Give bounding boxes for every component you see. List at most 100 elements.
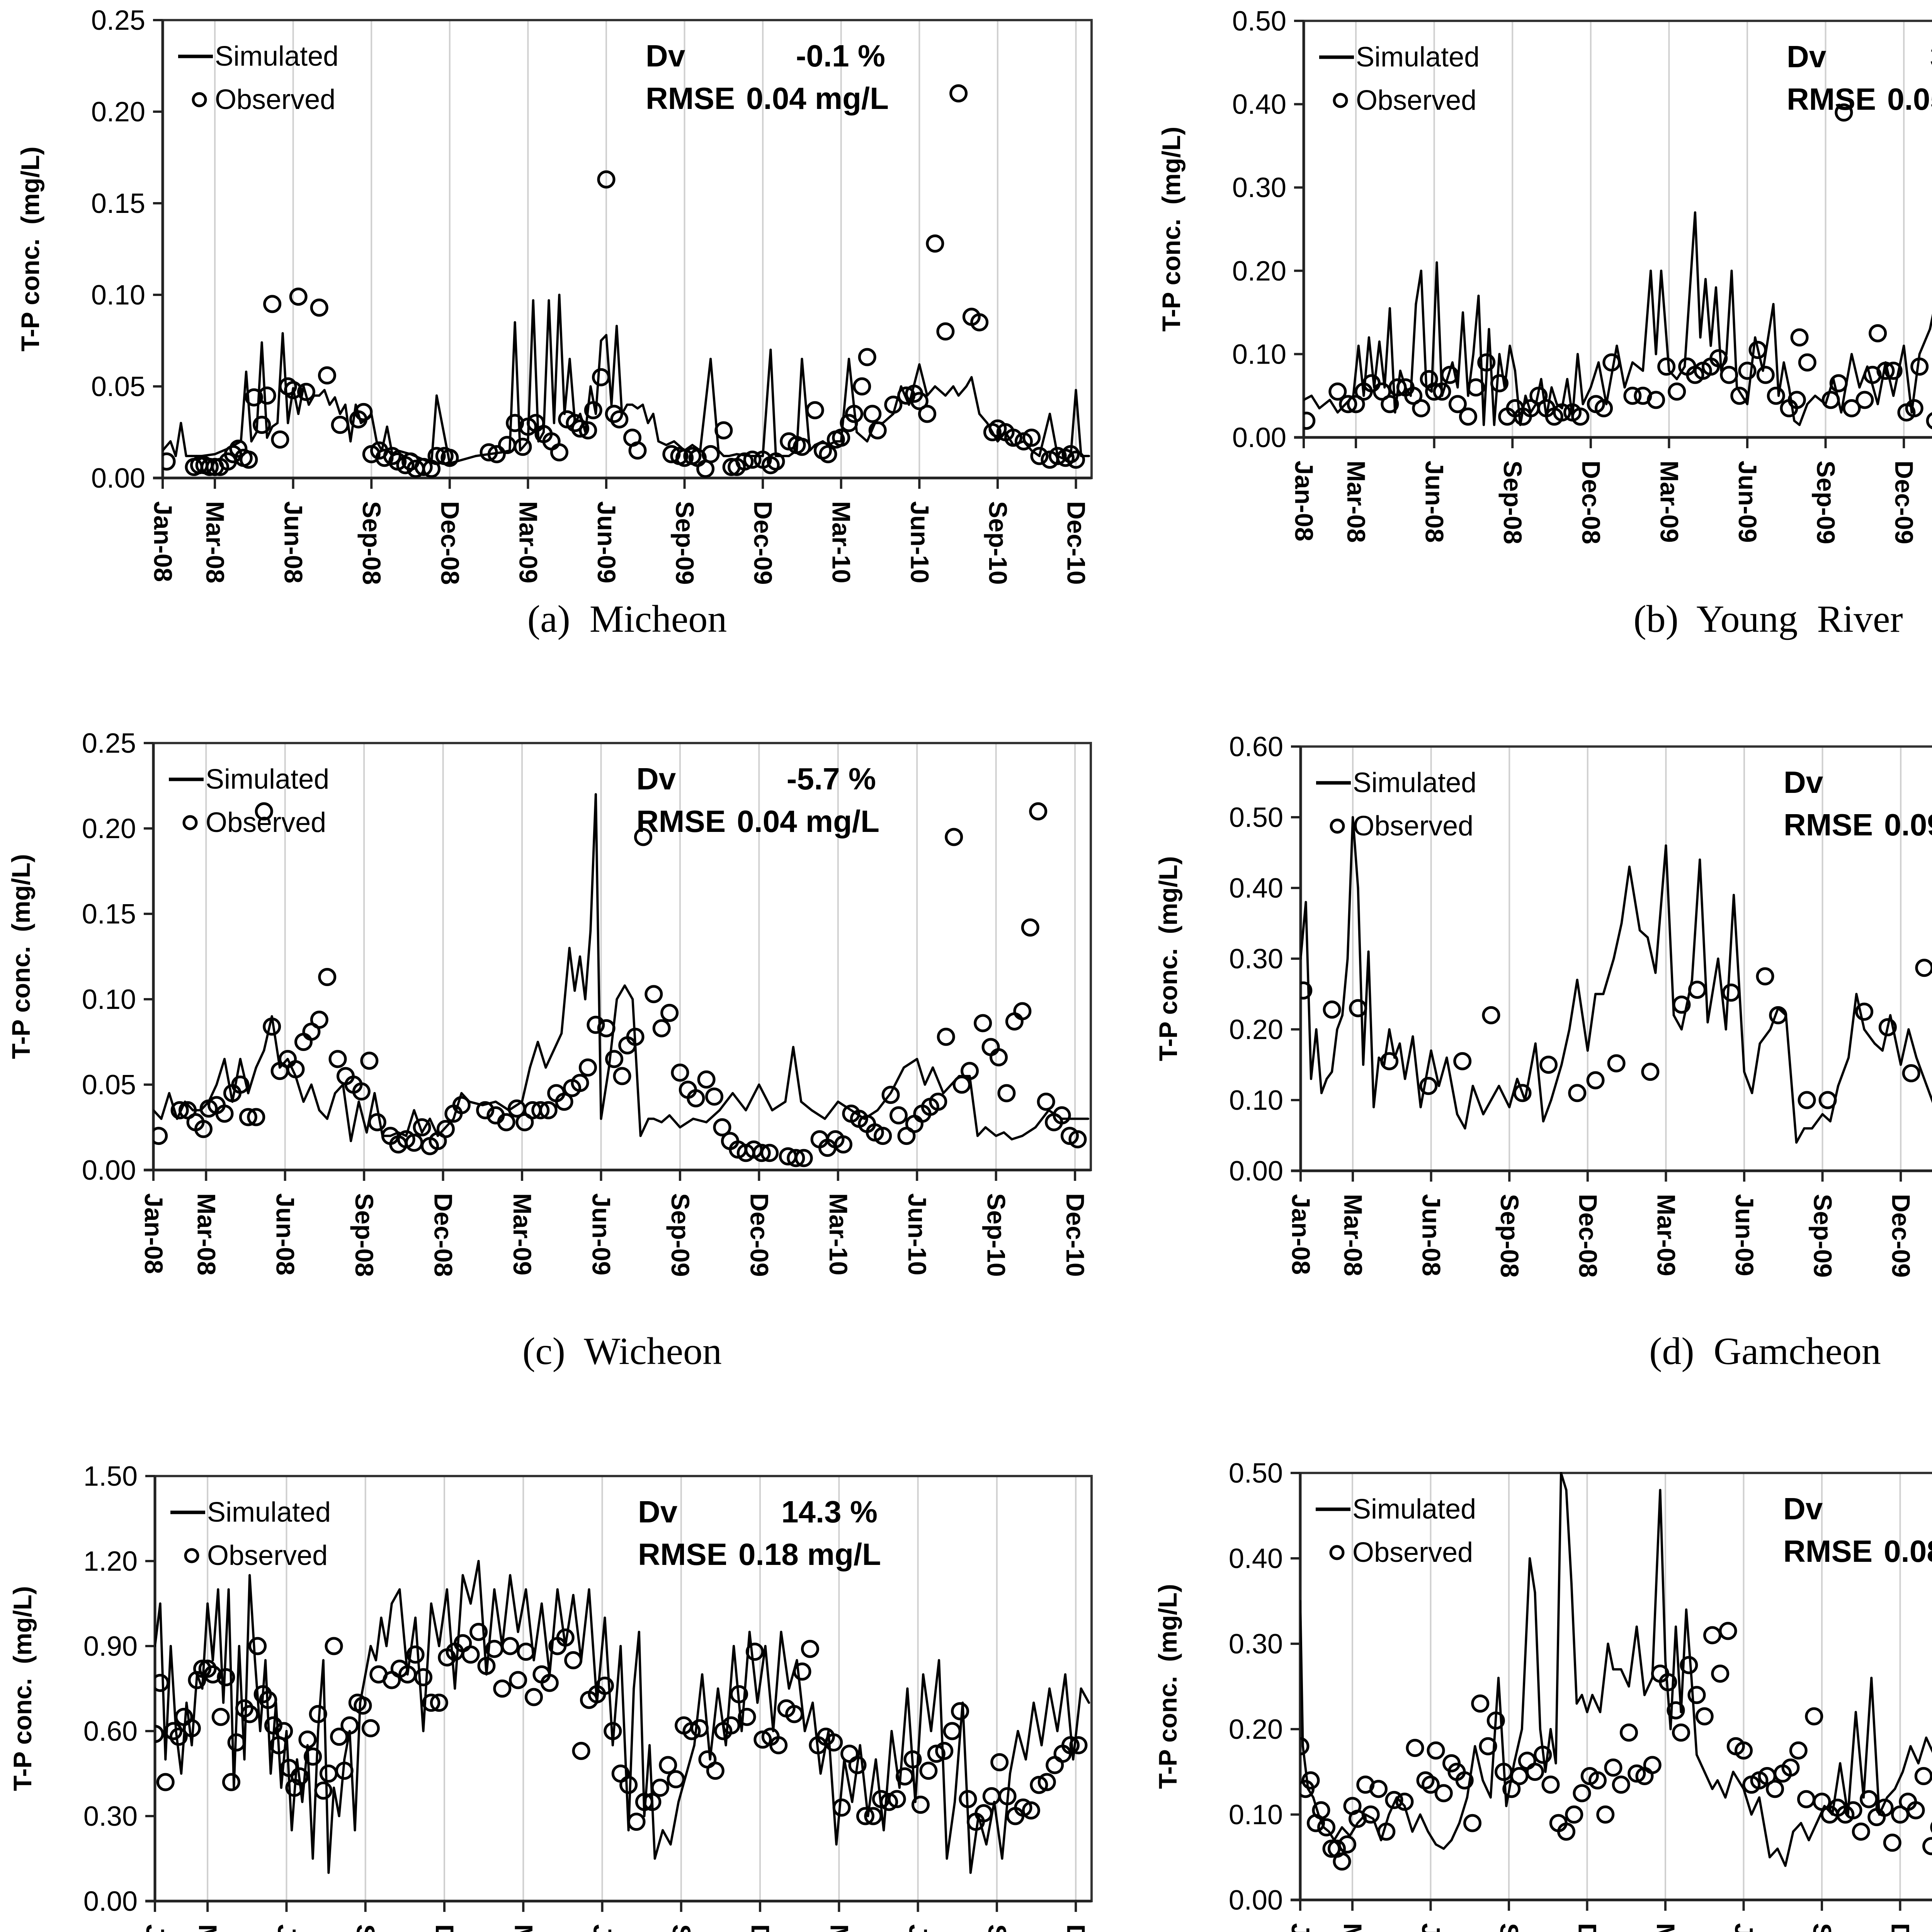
simulated-line-segment xyxy=(748,1631,759,1704)
simulated-line-segment xyxy=(201,453,216,457)
simulated-line-segment xyxy=(1650,269,1657,355)
simulated-line-segment xyxy=(589,793,597,932)
observed-point xyxy=(314,1781,333,1800)
simulated-line-segment xyxy=(380,1616,388,1647)
observed-point xyxy=(604,1722,622,1740)
observed-point xyxy=(1915,959,1932,977)
x-tick-label: Jan-08 xyxy=(139,1193,168,1274)
observed-point xyxy=(888,1790,906,1808)
simulated-line-segment xyxy=(1795,1127,1806,1144)
x-tick-label: Sep-08 xyxy=(352,1924,380,1932)
simulated-line-segment xyxy=(1534,1591,1541,1730)
observed-point xyxy=(610,410,629,429)
simulated-line-segment xyxy=(784,1046,794,1103)
simulated-line-segment xyxy=(984,1126,997,1137)
simulated-line-segment xyxy=(1304,901,1313,1080)
simulated-line-segment xyxy=(568,947,576,992)
observed-point xyxy=(182,1719,201,1738)
observed-point xyxy=(156,1773,175,1791)
observed-point xyxy=(951,1702,969,1721)
plot-area xyxy=(1300,1472,1932,1871)
simulated-line-segment xyxy=(1784,1830,1794,1867)
simulated-line-segment xyxy=(1021,1126,1037,1137)
observed-point xyxy=(687,1089,705,1107)
observed-point xyxy=(1369,1780,1388,1798)
observed-point xyxy=(1835,103,1853,122)
observed-point xyxy=(738,1708,756,1726)
simulated-line-segment xyxy=(370,413,378,443)
observed-point xyxy=(945,828,963,846)
observed-point xyxy=(572,1742,590,1760)
simulated-line-segment xyxy=(422,1602,432,1732)
dv-value: 34.8 % xyxy=(1930,39,1932,74)
simulated-line-segment xyxy=(1566,378,1574,418)
simulated-line-segment xyxy=(1711,1779,1719,1790)
observed-point xyxy=(297,383,315,401)
observed-point xyxy=(1813,1793,1831,1811)
simulated-line-segment xyxy=(677,1772,688,1803)
observed-point xyxy=(383,447,401,465)
plot-area xyxy=(153,793,1090,1167)
observed-point xyxy=(550,443,568,462)
simulated-line-segment xyxy=(594,793,602,1120)
simulated-line-segment xyxy=(174,422,182,457)
observed-point xyxy=(1339,395,1357,413)
observed-point xyxy=(1805,1707,1823,1726)
observed-point xyxy=(926,234,944,253)
simulated-line-segment xyxy=(333,1786,340,1817)
simulated-line-segment xyxy=(1024,1701,1035,1761)
observed-point xyxy=(239,1108,257,1126)
simulated-line-segment xyxy=(446,1588,456,1690)
observed-point xyxy=(1022,429,1041,447)
simulated-line-segment xyxy=(521,1066,531,1103)
observed-point xyxy=(1539,1056,1558,1074)
simulated-line-segment xyxy=(529,1041,539,1069)
x-tick-label: Sep-08 xyxy=(1495,1194,1524,1277)
observed-point xyxy=(309,1705,327,1723)
simulated-line-segment xyxy=(1703,1770,1714,1790)
simulated-line-segment xyxy=(1520,1557,1531,1730)
simulated-line-segment xyxy=(1854,1711,1865,1799)
observed-point xyxy=(1347,395,1365,413)
simulated-line-segment xyxy=(1602,957,1615,995)
y-tick-label: 0.00 xyxy=(1232,422,1286,453)
simulated-line-segment xyxy=(952,385,960,397)
simulated-line-segment xyxy=(699,357,712,452)
x-tick-label: Jun-08 xyxy=(279,501,308,583)
observed-point xyxy=(284,381,303,399)
simulated-line-segment xyxy=(338,1758,346,1817)
observed-point xyxy=(1479,1737,1497,1755)
observed-point xyxy=(1735,1741,1753,1760)
simulated-line-segment xyxy=(1907,1028,1918,1059)
observed-point xyxy=(289,287,308,306)
observed-point xyxy=(1377,1822,1396,1841)
observed-point xyxy=(240,451,258,469)
observed-point xyxy=(1037,1773,1056,1791)
observed-point xyxy=(555,1092,573,1111)
simulated-line-segment xyxy=(883,1730,893,1832)
simulated-line-segment xyxy=(932,1066,945,1095)
observed-point xyxy=(635,1793,653,1811)
observed-point xyxy=(155,1673,170,1692)
simulated-line-segment xyxy=(662,1829,672,1846)
simulated-line-segment xyxy=(843,1758,854,1803)
observed-point xyxy=(1672,995,1691,1014)
observed-point xyxy=(1647,391,1665,409)
observed-point xyxy=(271,430,289,449)
simulated-line-segment xyxy=(1641,269,1652,372)
observed-point xyxy=(874,1127,892,1145)
simulated-line-segment xyxy=(1304,395,1313,401)
simulated-line-segment xyxy=(438,1588,448,1647)
simulated-line-segment xyxy=(1075,389,1082,457)
observed-point xyxy=(1789,1741,1808,1760)
observed-point xyxy=(1029,802,1048,821)
simulated-line-segment xyxy=(398,1588,409,1676)
observed-point xyxy=(422,1694,440,1712)
simulated-line-segment xyxy=(507,1100,524,1112)
simulated-line-segment xyxy=(1380,1813,1390,1842)
simulated-line-segment xyxy=(247,1066,257,1095)
observed-point xyxy=(1529,386,1548,405)
simulated-line-segment xyxy=(796,1659,806,1732)
observed-point xyxy=(1914,1767,1932,1786)
simulated-line-segment xyxy=(1709,286,1717,347)
